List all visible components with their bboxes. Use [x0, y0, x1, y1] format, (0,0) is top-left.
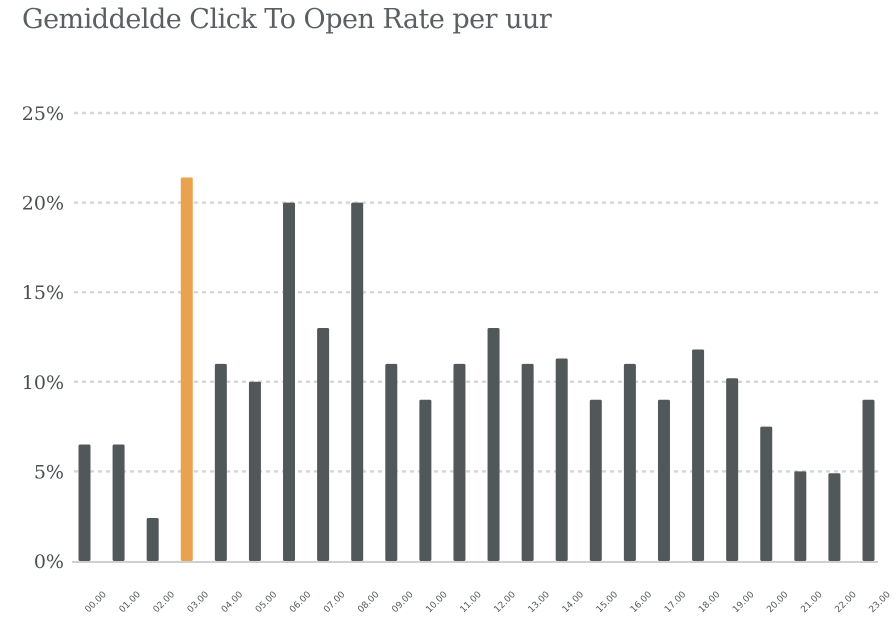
bar: [283, 202, 296, 561]
bar: [453, 363, 466, 561]
bar: [317, 328, 330, 561]
y-tick-label: 15%: [22, 282, 64, 304]
x-tick-label: 06.00: [288, 590, 313, 615]
x-tick-label: 09.00: [390, 590, 415, 615]
bar: [78, 444, 91, 561]
x-tick-label: 05.00: [254, 590, 279, 615]
bar: [726, 378, 739, 561]
x-tick-label: 02.00: [152, 590, 177, 615]
y-axis-ticks: 0% 5% 10% 15% 20% 25%: [22, 103, 64, 573]
x-tick-label: 00.00: [84, 590, 109, 615]
bar: [180, 177, 193, 561]
bar: [248, 381, 261, 561]
y-tick-label: 5%: [34, 461, 64, 483]
bar: [828, 473, 841, 561]
x-tick-label: 23.00: [868, 590, 893, 615]
x-tick-label: 11.00: [459, 590, 484, 615]
bar: [760, 426, 773, 561]
x-tick-label: 01.00: [118, 590, 143, 615]
bar: [623, 363, 636, 561]
bar: [555, 358, 568, 561]
x-tick-label: 03.00: [186, 590, 211, 615]
gridlines: [73, 111, 880, 473]
bar: [692, 349, 705, 561]
x-tick-label: 12.00: [493, 590, 518, 615]
bar: [487, 328, 500, 561]
bar: [419, 399, 432, 561]
x-tick-label: 04.00: [220, 590, 245, 615]
x-tick-label: 10.00: [424, 590, 449, 615]
x-tick-label: 15.00: [595, 590, 620, 615]
x-tick-label: 20.00: [765, 590, 790, 615]
y-tick-label: 10%: [22, 372, 64, 394]
bar: [112, 444, 125, 561]
bars: [78, 177, 875, 561]
x-tick-label: 08.00: [356, 590, 381, 615]
x-tick-label: 18.00: [697, 590, 722, 615]
bar: [521, 363, 534, 561]
bar: [589, 399, 602, 561]
bar: [385, 363, 398, 561]
x-tick-label: 16.00: [629, 590, 654, 615]
bar: [794, 471, 807, 561]
y-tick-label: 25%: [22, 103, 64, 125]
bar: [214, 363, 227, 561]
x-tick-label: 17.00: [663, 590, 688, 615]
x-axis-ticks: 00.00 01.00 02.00 03.00 04.00 05.00 06.00 07.00…: [84, 590, 893, 615]
bar: [351, 202, 364, 561]
y-tick-label: 20%: [22, 193, 64, 215]
x-tick-label: 21.00: [799, 590, 824, 615]
x-tick-label: 13.00: [527, 590, 552, 615]
bar: [657, 399, 670, 561]
x-tick-label: 14.00: [561, 590, 586, 615]
y-tick-label: 0%: [34, 551, 64, 573]
x-tick-label: 07.00: [322, 590, 347, 615]
bar: [146, 517, 159, 561]
chart-title: Gemiddelde Click To Open Rate per uur: [22, 4, 552, 35]
x-tick-label: 22.00: [833, 590, 858, 615]
bar: [862, 399, 875, 561]
x-tick-label: 19.00: [731, 590, 756, 615]
